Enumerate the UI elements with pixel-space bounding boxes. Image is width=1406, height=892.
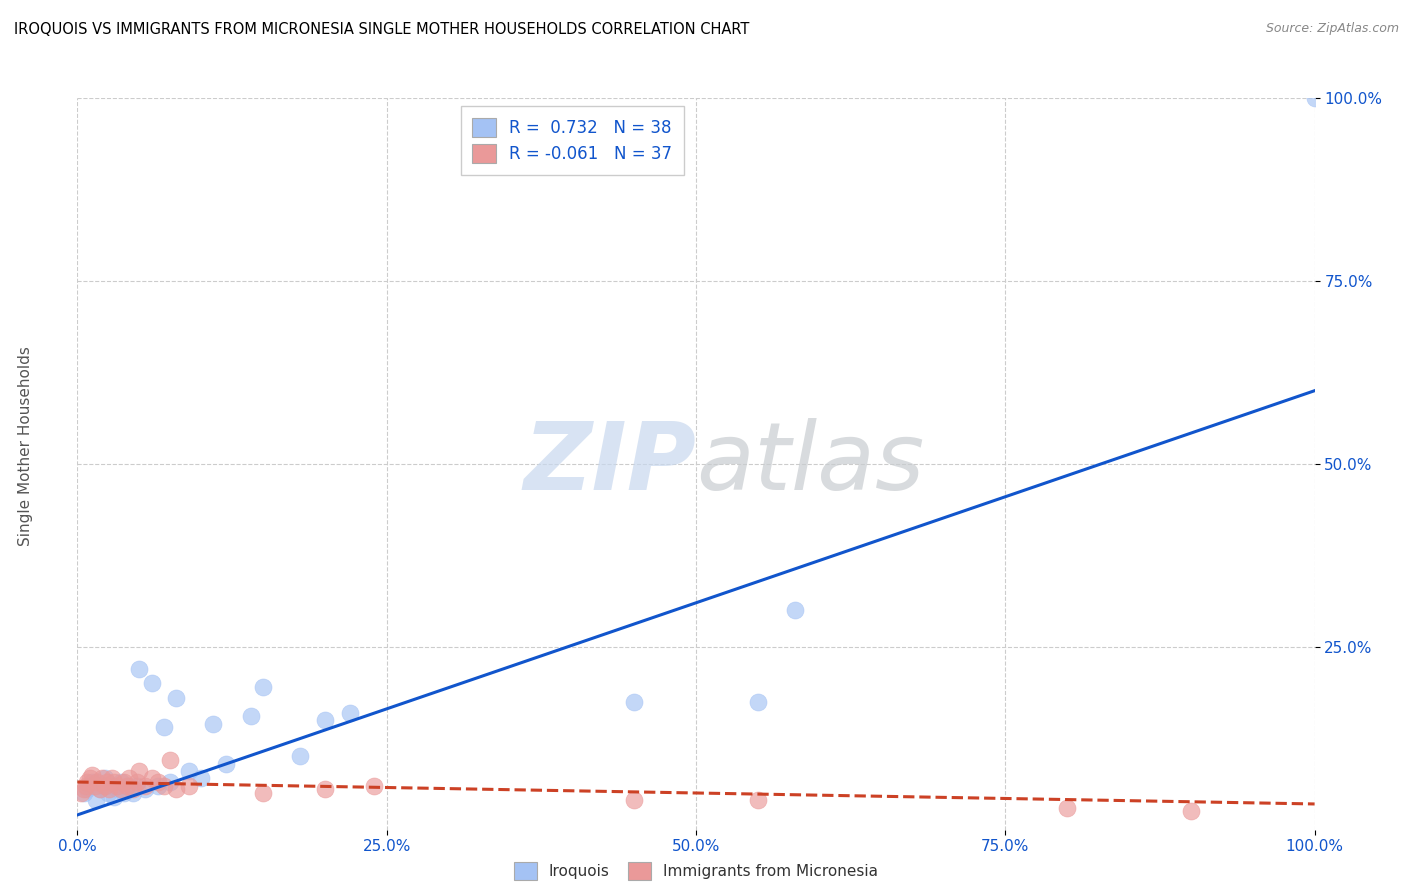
Point [314, 713, 336, 727]
Point [83, 779, 105, 793]
Point [89, 782, 111, 797]
Point [252, 786, 274, 800]
Point [110, 775, 132, 789]
Point [76, 782, 98, 797]
Point [190, 772, 212, 786]
Point [93, 779, 115, 793]
Point [96, 775, 118, 789]
Point [783, 603, 806, 617]
Point [86, 775, 108, 789]
Point [118, 772, 141, 786]
Point [91, 779, 114, 793]
Point [82, 767, 104, 781]
Point [339, 706, 361, 720]
Point [97, 786, 120, 800]
Text: IROQUOIS VS IMMIGRANTS FROM MICRONESIA SINGLE MOTHER HOUSEHOLDS CORRELATION CHAR: IROQUOIS VS IMMIGRANTS FROM MICRONESIA S… [14, 22, 749, 37]
Point [177, 779, 200, 793]
Point [623, 793, 645, 807]
Text: atlas: atlas [696, 418, 924, 509]
Point [72, 782, 94, 797]
Point [118, 779, 141, 793]
Point [165, 782, 187, 797]
Point [82, 775, 104, 789]
Point [623, 695, 645, 709]
Point [122, 782, 145, 797]
Point [122, 786, 145, 800]
Point [252, 680, 274, 694]
Legend: Iroquois, Immigrants from Micronesia: Iroquois, Immigrants from Micronesia [506, 855, 886, 888]
Point [93, 772, 115, 786]
Point [79, 772, 101, 786]
Point [146, 779, 169, 793]
Point [141, 772, 163, 786]
Point [288, 749, 311, 764]
Point [153, 720, 176, 734]
Point [89, 782, 111, 797]
Point [105, 779, 128, 793]
Point [177, 764, 200, 778]
Point [75, 779, 97, 793]
Point [215, 756, 238, 771]
Point [146, 775, 169, 789]
Point [128, 764, 150, 778]
Point [91, 772, 114, 786]
Point [1056, 800, 1078, 814]
Point [128, 662, 150, 676]
Point [103, 789, 125, 804]
Point [112, 786, 135, 800]
Point [72, 786, 94, 800]
Point [115, 779, 138, 793]
Text: ZIP: ZIP [523, 417, 696, 510]
Point [101, 779, 124, 793]
Text: Single Mother Households: Single Mother Households [18, 346, 32, 546]
Point [202, 716, 225, 731]
Point [239, 709, 262, 723]
Point [159, 753, 181, 767]
Point [79, 779, 101, 793]
Point [747, 793, 769, 807]
Point [141, 676, 163, 690]
Text: Source: ZipAtlas.com: Source: ZipAtlas.com [1265, 22, 1399, 36]
Point [115, 782, 138, 797]
Point [103, 775, 125, 789]
Point [76, 775, 98, 789]
Point [101, 772, 124, 786]
Point [159, 775, 181, 789]
Point [134, 782, 156, 797]
Point [314, 782, 336, 797]
Point [1303, 91, 1326, 105]
Point [70, 786, 93, 800]
Point [363, 779, 385, 793]
Point [110, 782, 132, 797]
Point [153, 779, 176, 793]
Point [98, 782, 121, 797]
Point [84, 793, 107, 807]
Point [747, 695, 769, 709]
Point [1180, 805, 1202, 819]
Point [112, 775, 135, 789]
Point [125, 775, 148, 789]
Point [105, 782, 128, 797]
Point [134, 779, 156, 793]
Point [125, 779, 148, 793]
Point [165, 690, 187, 705]
